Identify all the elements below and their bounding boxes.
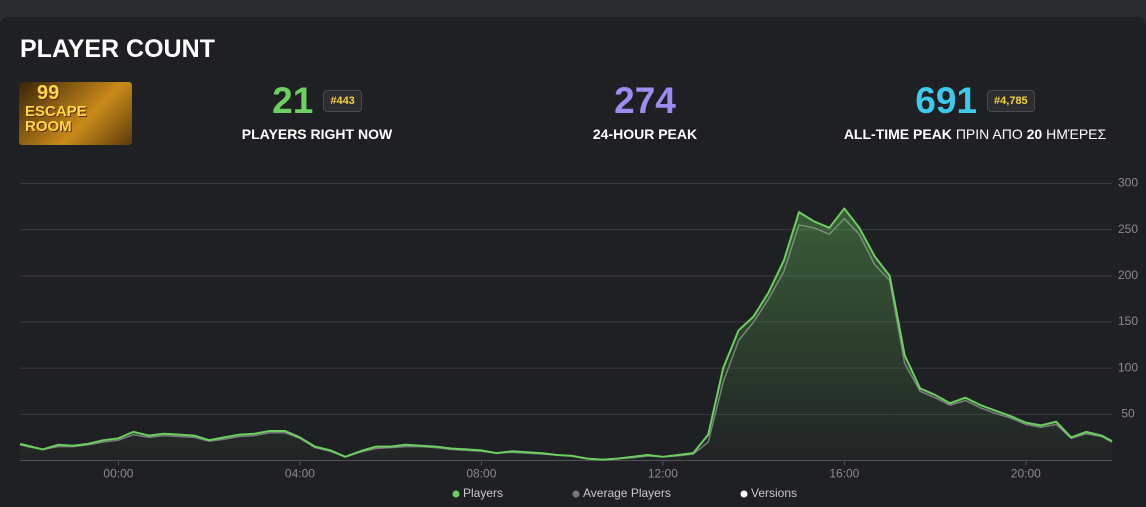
x-tick-label: 12:00 xyxy=(648,467,678,481)
label-part: ΗΜΈΡΕΣ xyxy=(1046,126,1107,142)
rank-badge: #4,785 xyxy=(987,90,1035,112)
rank-badge: #443 xyxy=(323,90,362,112)
stat-label: ALL-TIME PEAK ΠΡΙΝ ΑΠΟ 20 ΗΜΈΡΕΣ xyxy=(805,126,1145,142)
thumb-text: ESCAPE xyxy=(25,103,87,120)
y-tick-label: 300 xyxy=(1118,176,1138,190)
stat-value: 21 xyxy=(272,80,314,121)
label-part: 20 xyxy=(1026,126,1043,142)
thumb-text: ROOM xyxy=(25,118,72,135)
y-tick-label: 200 xyxy=(1118,268,1138,282)
legend-label: Players xyxy=(463,486,503,500)
y-tick-label: 250 xyxy=(1118,222,1138,236)
panel: PLAYER COUNT 99 ESCAPE ROOM 21 #443 PLAYE… xyxy=(0,17,1146,507)
x-tick-label: 16:00 xyxy=(829,467,859,481)
title: PLAYER COUNT xyxy=(20,35,215,63)
legend-label: Average Players xyxy=(583,486,671,500)
legend-marker xyxy=(740,490,748,498)
y-tick-label: 100 xyxy=(1118,360,1138,374)
stat-label: PLAYERS RIGHT NOW xyxy=(241,126,393,142)
stat-value: 691 xyxy=(915,80,978,121)
legend-label: Versions xyxy=(751,486,797,500)
stat: 274 24-HOUR PEAK xyxy=(545,80,745,142)
x-tick-label: 00:00 xyxy=(103,467,133,481)
stat: 21 #443 PLAYERS RIGHT NOW xyxy=(217,80,417,142)
label-part: ALL-TIME PEAK xyxy=(843,126,952,142)
thumbnail: 99 ESCAPE ROOM xyxy=(19,82,132,145)
x-tick-label: 04:00 xyxy=(285,467,315,481)
stat-value: 274 xyxy=(614,80,676,121)
line xyxy=(19,207,1113,461)
x-tick-label: 08:00 xyxy=(466,467,496,481)
legend-marker xyxy=(452,490,460,498)
stat-label: 24-HOUR PEAK xyxy=(592,126,698,142)
legend-marker xyxy=(572,490,580,498)
thumb-text: 99 xyxy=(37,82,60,104)
x-tick-label: 20:00 xyxy=(1011,467,1041,481)
area xyxy=(20,208,1112,461)
label-part: ΠΡΙΝ ΑΠΟ xyxy=(955,126,1023,142)
y-tick-label: 50 xyxy=(1121,407,1135,421)
y-tick-label: 150 xyxy=(1118,314,1138,328)
stat: 691 #4,785 ALL-TIME PEAK ΠΡΙΝ ΑΠΟ 20 ΗΜΈΡ… xyxy=(805,80,1145,142)
